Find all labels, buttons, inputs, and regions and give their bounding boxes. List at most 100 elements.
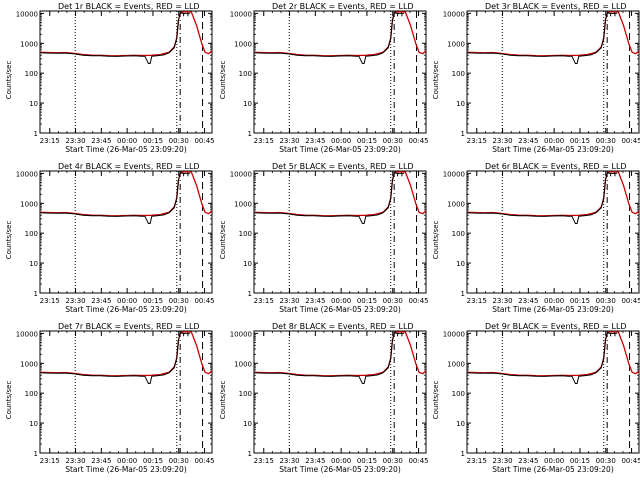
x-tick-label: 00:15 [357,137,377,145]
panel-det-9: Det 9r BLACK = Events, RED = LLD 1 10 100 10… [432,322,640,474]
y-tick-label: 100 [239,70,252,78]
series-group [254,331,426,384]
y-tick-label: 1 [248,130,252,138]
y-tick-label: 10000 [16,170,38,178]
x-tick-label: 00:45 [621,297,640,305]
y-axis-label: Counts/sec [432,221,440,260]
x-tick-label: 23:30 [492,137,512,145]
x-tick-label: 00:15 [143,137,163,145]
x-axis-label: Start Time (26-Mar-05 23:09:20) [65,305,187,314]
y-axis-label: Counts/sec [5,61,13,100]
y-tick-label: 10 [29,100,38,108]
y-tick-label: 100 [452,230,465,238]
x-tick-label: 00:15 [570,137,590,145]
events-series-line [40,11,183,64]
panel-det-8: Det 8r BLACK = Events, RED = LLD 1 10 100 10… [219,322,429,474]
events-series-line [40,171,183,224]
y-tick-label: 10 [456,100,465,108]
x-tick-label: 00:15 [143,457,163,465]
x-tick-label: 00:00 [331,137,351,145]
plot-frame [466,330,640,454]
x-tick-label: 23:15 [467,297,487,305]
y-tick-label: 10000 [443,330,465,338]
y-tick-label: 1 [461,290,465,298]
x-tick-label: 00:45 [621,457,640,465]
x-axis-label: Start Time (26-Mar-05 23:09:20) [279,305,401,314]
x-tick-label: 00:15 [570,297,590,305]
x-tick-label: 23:15 [254,137,274,145]
x-tick-label: 00:45 [408,457,428,465]
x-tick-label: 00:45 [408,297,428,305]
plot-frame [253,170,427,294]
events-series-line [254,171,397,224]
y-tick-label: 1 [34,450,38,458]
y-axis-label: Counts/sec [5,221,13,260]
x-tick-label: 00:00 [117,297,137,305]
y-tick-label: 100 [452,390,465,398]
events-series-line [254,331,397,384]
y-tick-label: 10000 [16,330,38,338]
x-tick-label: 23:15 [40,457,60,465]
x-tick-label: 00:45 [408,137,428,145]
x-axis-label: Start Time (26-Mar-05 23:09:20) [65,465,187,474]
x-tick-label: 23:30 [65,297,85,305]
y-tick-label: 10000 [230,330,252,338]
x-tick-label: 00:30 [383,297,403,305]
panel-title: Det 5r BLACK = Events, RED = LLD [272,162,414,171]
plot-frame [39,10,213,134]
x-tick-label: 00:30 [383,137,403,145]
y-axis-label: Counts/sec [432,61,440,100]
x-tick-label: 23:30 [65,137,85,145]
x-tick-label: 23:15 [40,137,60,145]
panel-det-5: Det 5r BLACK = Events, RED = LLD 1 10 100 10… [219,162,429,314]
x-axis-label: Start Time (26-Mar-05 23:09:20) [492,305,614,314]
panel-det-2: Det 2r BLACK = Events, RED = LLD 1 10 100 10… [219,2,429,154]
x-tick-label: 00:45 [621,137,640,145]
y-tick-label: 10 [29,260,38,268]
y-tick-label: 100 [452,70,465,78]
x-tick-label: 00:30 [169,297,189,305]
plot-frame [39,330,213,454]
series-group [254,11,426,64]
x-tick-label: 00:30 [596,457,616,465]
series-group [254,171,426,224]
panel-det-6: Det 6r BLACK = Events, RED = LLD 1 10 100 10… [432,162,640,314]
events-series-line [254,11,397,64]
y-tick-label: 1 [34,290,38,298]
x-tick-label: 00:00 [544,457,564,465]
y-axis-label: Counts/sec [219,381,227,420]
x-tick-label: 00:15 [143,297,163,305]
panel-title: Det 4r BLACK = Events, RED = LLD [58,162,200,171]
x-axis-label: Start Time (26-Mar-05 23:09:20) [279,145,401,154]
y-tick-label: 10 [29,420,38,428]
y-tick-label: 100 [25,230,38,238]
y-tick-label: 1000 [447,40,465,48]
y-tick-label: 10 [456,260,465,268]
y-tick-label: 1 [34,130,38,138]
y-tick-label: 1000 [20,40,38,48]
x-tick-label: 23:15 [254,457,274,465]
x-tick-label: 23:45 [518,457,538,465]
x-tick-label: 00:00 [544,137,564,145]
panel-title: Det 1r BLACK = Events, RED = LLD [58,2,200,11]
lld-series-line [467,11,639,57]
plot-frame [466,10,640,134]
x-tick-label: 00:00 [331,297,351,305]
y-tick-label: 1000 [447,200,465,208]
series-group [467,331,639,384]
y-tick-label: 1000 [20,200,38,208]
events-series-line [467,11,610,64]
x-tick-label: 23:30 [65,457,85,465]
x-tick-label: 00:45 [194,137,214,145]
y-tick-label: 1 [461,130,465,138]
panel-det-1: Det 1r BLACK = Events, RED = LLD 1 10 100 10… [5,2,215,154]
y-tick-label: 100 [239,390,252,398]
panel-title: Det 3r BLACK = Events, RED = LLD [485,2,627,11]
x-tick-label: 23:45 [91,137,111,145]
y-tick-label: 10000 [443,170,465,178]
x-tick-label: 23:45 [305,297,325,305]
series-group [40,331,212,384]
y-tick-label: 1 [461,450,465,458]
plot-frame [466,170,640,294]
